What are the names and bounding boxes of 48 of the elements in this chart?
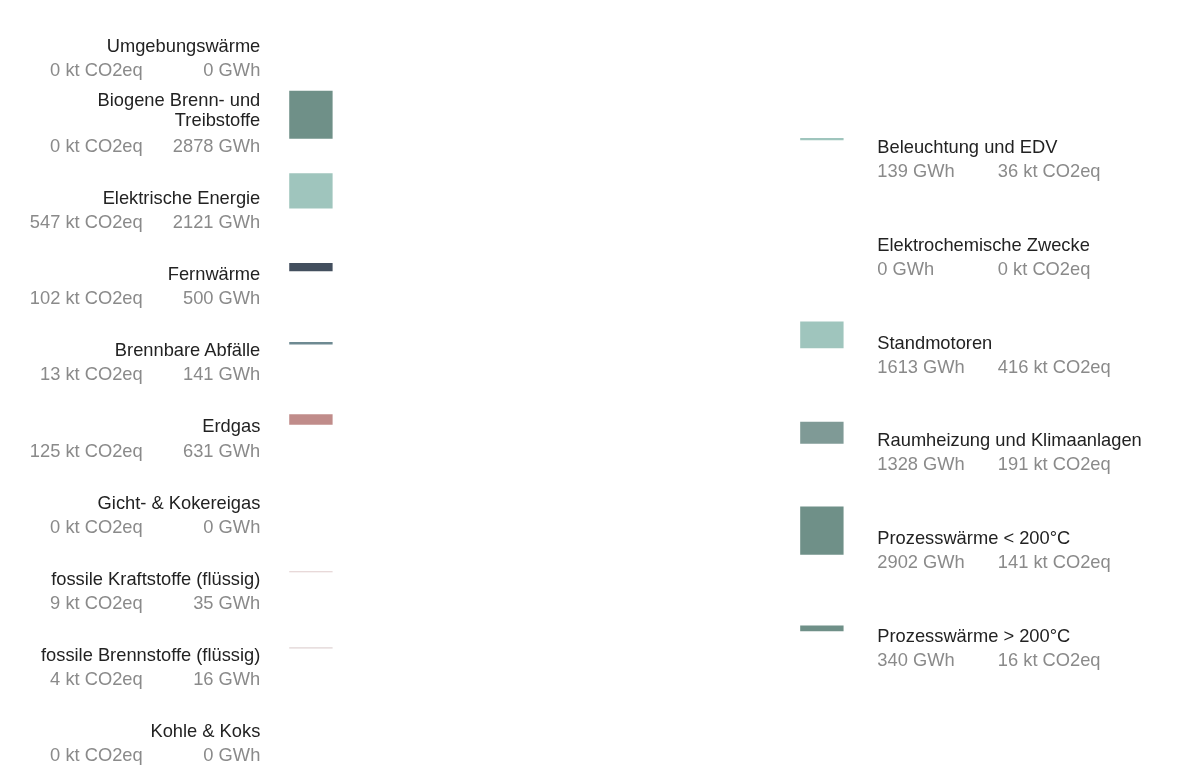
category-label: Fernwärme xyxy=(167,263,261,285)
data-label: 2878 GWh xyxy=(172,134,261,156)
category-label: Elektrochemische Zwecke xyxy=(877,233,1090,255)
data-label: 16 GWh xyxy=(193,668,261,690)
data-label: 0 kt CO2eq xyxy=(50,58,143,80)
data-label: 340 GWh xyxy=(877,649,955,671)
data-label: 500 GWh xyxy=(183,287,261,309)
data-label: 416 kt CO2eq xyxy=(997,355,1111,377)
data-label: 191 kt CO2eq xyxy=(997,453,1111,475)
category-label: fossile Kraftstoffe (flüssig) xyxy=(51,567,261,589)
category-label: Standmotoren xyxy=(877,331,993,353)
data-label: 1613 GWh xyxy=(877,355,965,377)
category-label: Beleuchtung und EDV xyxy=(877,135,1059,157)
data-label: 0 kt CO2eq xyxy=(50,744,143,766)
data-label: 141 kt CO2eq xyxy=(997,551,1111,573)
category-label: Prozesswärme > 200°C xyxy=(877,625,1071,647)
data-label: 0 GWh xyxy=(203,58,261,80)
data-label: 102 kt CO2eq xyxy=(29,287,143,309)
category-label: Kohle & Koks xyxy=(150,720,261,742)
data-label: 125 kt CO2eq xyxy=(29,439,143,461)
category-label: Biogene Brenn- und Treibstoffe xyxy=(97,88,261,130)
category-label: Raumheizung und Klimaanlagen xyxy=(877,429,1142,451)
data-label: 16 kt CO2eq xyxy=(997,649,1101,671)
data-label: 0 kt CO2eq xyxy=(50,515,143,537)
data-label: 0 kt CO2eq xyxy=(997,257,1091,279)
data-label: 0 GWh xyxy=(203,515,261,537)
data-label: 35 GWh xyxy=(193,591,261,613)
data-label: 139 GWh xyxy=(877,159,955,181)
data-label: 36 kt CO2eq xyxy=(997,159,1101,181)
data-label: 0 kt CO2eq xyxy=(50,134,143,156)
category-label: Erdgas xyxy=(202,415,261,437)
data-label: 141 GWh xyxy=(183,363,261,385)
category-label: fossile Brennstoffe (flüssig) xyxy=(40,643,261,665)
data-label: 2902 GWh xyxy=(877,551,965,573)
category-label: Brennbare Abfälle xyxy=(114,339,261,361)
data-label: 0 GWh xyxy=(877,257,935,279)
data-label: 4 kt CO2eq xyxy=(50,668,143,690)
data-label: 2121 GWh xyxy=(172,211,261,233)
category-label: Prozesswärme < 200°C xyxy=(877,527,1071,549)
data-label: 547 kt CO2eq xyxy=(29,211,143,233)
category-label: Elektrische Energie xyxy=(102,186,261,208)
data-label: 9 kt CO2eq xyxy=(50,591,143,613)
data-label: 0 GWh xyxy=(203,744,261,766)
data-label: 631 GWh xyxy=(183,439,261,461)
category-label: Umgebungswärme xyxy=(106,34,261,56)
data-label: 1328 GWh xyxy=(877,453,965,475)
category-label: Gicht- & Kokereigas xyxy=(97,491,261,513)
data-label: 13 kt CO2eq xyxy=(39,363,143,385)
